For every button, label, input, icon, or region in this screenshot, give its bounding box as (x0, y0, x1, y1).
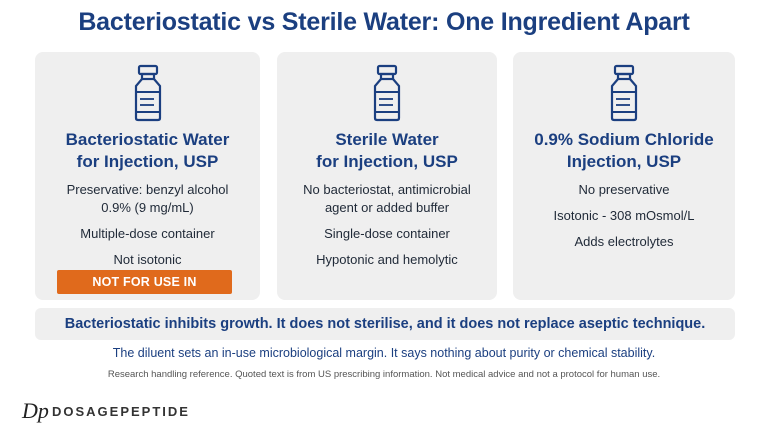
card-item: Single-dose container (277, 225, 497, 243)
card-item: Not isotonic (35, 251, 260, 269)
warning-badge: NOT FOR USE IN NEONATES (57, 270, 232, 313)
card: Bacteriostatic Water for Injection, USP Pr… (35, 52, 260, 313)
card-item: No bacteriostat, antimicrobial agent or a… (277, 181, 497, 217)
card-item-line: Adds electrolytes (574, 234, 674, 249)
banner: Bacteriostatic inhibits growth. It does … (35, 308, 735, 340)
disclaimer: Research handling reference. Quoted text… (107, 369, 661, 380)
card-item-line: No bacteriostat, antimicrobial (303, 182, 471, 197)
card-item-line: Isotonic - 308 mOsmol/L (553, 208, 695, 223)
card-title-line: Sterile Water (335, 130, 439, 149)
card-item: Adds electrolytes (513, 233, 735, 251)
card-item-line: Single-dose container (324, 226, 450, 241)
card-title-line: for Injection, USP (76, 152, 219, 171)
card-item-line: Hypotonic and hemolytic (316, 252, 458, 267)
card-item-line: Preservative: benzyl alcohol (66, 182, 229, 197)
vial (606, 64, 642, 127)
title: Bacteriostatic vs Sterile Water: One Ing… (78, 8, 690, 36)
brand-logo: Dp (22, 398, 49, 423)
card-item: Isotonic - 308 mOsmol/L (513, 207, 735, 225)
card-item: No preservative (513, 181, 735, 199)
card-title: 0.9% Sodium Chloride Injection, USP (513, 129, 735, 173)
card-item-line: No preservative (578, 182, 670, 197)
vial-icon (373, 64, 401, 122)
card-item: Multiple-dose container (35, 225, 260, 243)
vial (369, 64, 405, 127)
card-item-line: 0.9% (9 mg/mL) (101, 200, 194, 215)
card-title-line: for Injection, USP (316, 152, 458, 171)
card-items: No preservative Isotonic - 308 mOsmol/L Ad… (513, 181, 735, 251)
vial-icon (134, 64, 161, 122)
card-title-line: Injection, USP (566, 152, 682, 171)
brand-name: DOSAGEPEPTIDE (52, 404, 190, 419)
card-item-line: agent or added buffer (324, 200, 450, 215)
card-title-line: 0.9% Sodium Chloride (534, 130, 714, 149)
card-title: Bacteriostatic Water for Injection, USP (35, 129, 260, 173)
note: The diluent sets an in-use microbiologic… (112, 346, 656, 360)
card-title-line: Bacteriostatic Water (65, 130, 230, 149)
card: 0.9% Sodium Chloride Injection, USP No pre… (513, 52, 735, 300)
card-item-line: Not isotonic (113, 252, 182, 267)
card-item: Preservative: benzyl alcohol 0.9% (9 mg/m… (35, 181, 260, 217)
card-item: Hypotonic and hemolytic (277, 251, 497, 269)
card-items: Preservative: benzyl alcohol 0.9% (9 mg/m… (35, 181, 260, 269)
card-item-line: Multiple-dose container (80, 226, 215, 241)
card-items: No bacteriostat, antimicrobial agent or a… (277, 181, 497, 269)
card-title: Sterile Water for Injection, USP (277, 129, 497, 173)
vial (130, 64, 166, 127)
vial-icon (610, 64, 638, 122)
card: Sterile Water for Injection, USP No bacter… (277, 52, 497, 300)
